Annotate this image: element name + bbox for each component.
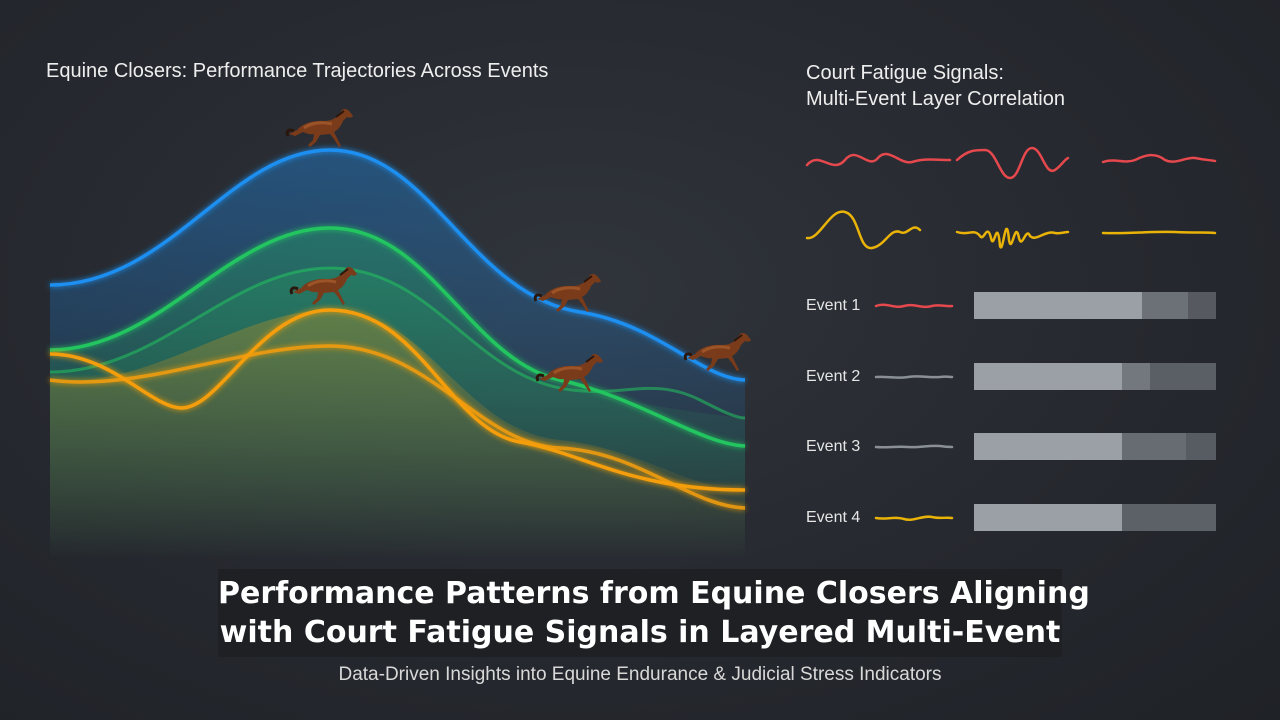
event-1-signal bbox=[874, 303, 954, 309]
event-3-label: Event 3 bbox=[806, 438, 861, 455]
event-3-bar bbox=[974, 433, 1216, 460]
headline-line-1: Performance Patterns from Equine Closers… bbox=[218, 576, 1090, 611]
event-3-signal bbox=[874, 444, 954, 449]
event-2-bar bbox=[974, 363, 1216, 390]
subtitle: Data-Driven Insights into Equine Enduran… bbox=[338, 664, 942, 685]
fatigue-signals-diagram bbox=[805, 146, 1217, 250]
fatigue-title-line-1: Court Fatigue Signals: bbox=[806, 62, 1004, 84]
headline-line-2: with Court Fatigue Signals in Layered Mu… bbox=[219, 615, 1061, 650]
trajectories-title: Equine Closers: Performance Trajectories… bbox=[46, 60, 549, 82]
event-2-signal bbox=[874, 375, 954, 379]
event-1-label: Event 1 bbox=[806, 297, 861, 314]
event-2-label: Event 2 bbox=[806, 368, 861, 385]
event-1-bar bbox=[974, 292, 1216, 319]
fatigue-title-line-2: Multi-Event Layer Correlation bbox=[806, 88, 1065, 110]
fatigue-signals-title: Court Fatigue Signals: Multi-Event Layer… bbox=[806, 60, 1065, 112]
event-4-label: Event 4 bbox=[806, 509, 861, 526]
headline: Performance Patterns from Equine Closers… bbox=[218, 569, 1090, 657]
trajectories-diagram bbox=[49, 107, 753, 560]
event-4-bar bbox=[974, 504, 1216, 531]
event-4-signal bbox=[874, 515, 954, 521]
